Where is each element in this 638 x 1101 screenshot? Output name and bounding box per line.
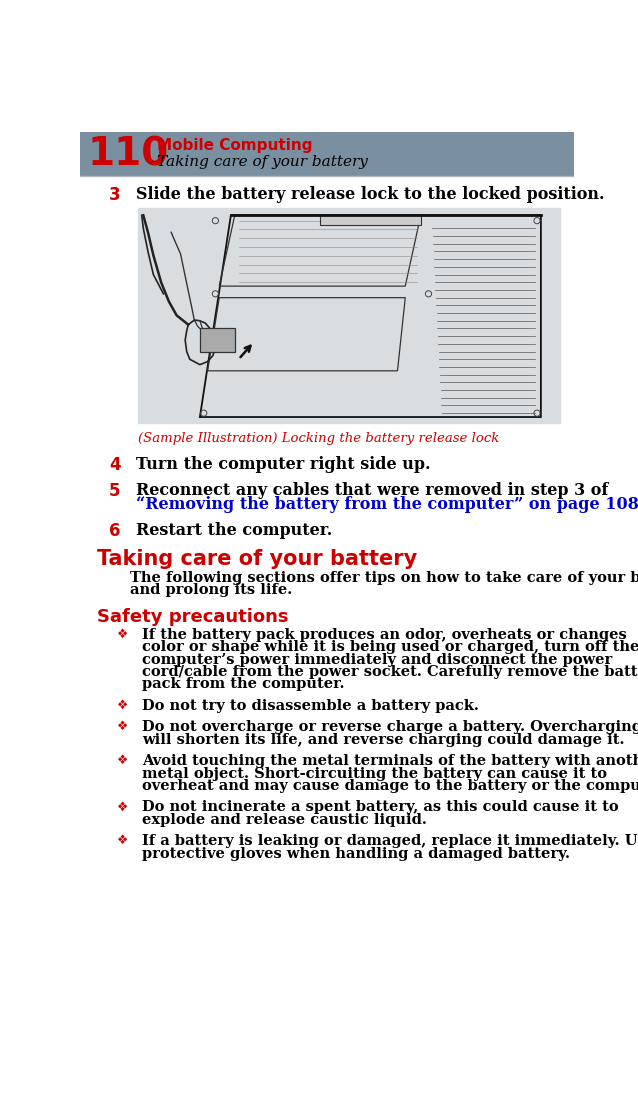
Text: (Sample Illustration) Locking the battery release lock: (Sample Illustration) Locking the batter… (138, 433, 499, 446)
Text: Avoid touching the metal terminals of the battery with another: Avoid touching the metal terminals of th… (142, 754, 638, 768)
Text: 4: 4 (109, 456, 121, 473)
Text: 6: 6 (109, 522, 121, 539)
Text: and prolong its life.: and prolong its life. (130, 584, 292, 598)
Text: computer’s power immediately and disconnect the power: computer’s power immediately and disconn… (142, 653, 612, 666)
Text: “Removing the battery from the computer” on page 108.: “Removing the battery from the computer”… (135, 495, 638, 513)
Text: metal object. Short-circuiting the battery can cause it to: metal object. Short-circuiting the batte… (142, 766, 607, 781)
Text: ❖: ❖ (117, 754, 128, 767)
Text: ❖: ❖ (117, 835, 128, 848)
Text: The following sections offer tips on how to take care of your battery: The following sections offer tips on how… (130, 571, 638, 585)
Bar (80, 132, 574, 175)
Polygon shape (320, 216, 420, 225)
Text: If a battery is leaking or damaged, replace it immediately. Use: If a battery is leaking or damaged, repl… (142, 835, 638, 849)
Text: will shorten its life, and reverse charging could damage it.: will shorten its life, and reverse charg… (142, 733, 624, 746)
Text: Slide the battery release lock to the locked position.: Slide the battery release lock to the lo… (135, 186, 604, 203)
Text: Mobile Computing: Mobile Computing (157, 139, 313, 153)
Text: If the battery pack produces an odor, overheats or changes: If the battery pack produces an odor, ov… (142, 628, 627, 642)
Text: Safety precautions: Safety precautions (97, 608, 288, 626)
Text: 3: 3 (109, 186, 121, 204)
Text: protective gloves when handling a damaged battery.: protective gloves when handling a damage… (142, 847, 570, 861)
Text: color or shape while it is being used or charged, turn off the: color or shape while it is being used or… (142, 641, 638, 654)
Text: ❖: ❖ (117, 800, 128, 814)
Bar (138, 208, 560, 423)
Text: overheat and may cause damage to the battery or the computer.: overheat and may cause damage to the bat… (142, 778, 638, 793)
Text: Taking care of your battery: Taking care of your battery (157, 155, 368, 170)
Text: Do not overcharge or reverse charge a battery. Overcharging: Do not overcharge or reverse charge a ba… (142, 720, 638, 734)
Text: ❖: ❖ (117, 699, 128, 712)
Text: explode and release caustic liquid.: explode and release caustic liquid. (142, 813, 427, 827)
Polygon shape (200, 328, 235, 351)
Text: pack from the computer.: pack from the computer. (142, 677, 345, 691)
Text: Turn the computer right side up.: Turn the computer right side up. (135, 456, 430, 472)
Text: Do not incinerate a spent battery, as this could cause it to: Do not incinerate a spent battery, as th… (142, 800, 618, 815)
Text: 110: 110 (87, 135, 168, 174)
Text: Reconnect any cables that were removed in step 3 of: Reconnect any cables that were removed i… (135, 482, 608, 499)
Text: Do not try to disassemble a battery pack.: Do not try to disassemble a battery pack… (142, 699, 478, 712)
Text: ❖: ❖ (117, 720, 128, 733)
Text: 5: 5 (109, 482, 121, 500)
Text: Taking care of your battery: Taking care of your battery (97, 549, 417, 569)
Text: cord/cable from the power socket. Carefully remove the battery: cord/cable from the power socket. Carefu… (142, 665, 638, 679)
Text: Restart the computer.: Restart the computer. (135, 522, 332, 538)
Text: ❖: ❖ (117, 628, 128, 641)
